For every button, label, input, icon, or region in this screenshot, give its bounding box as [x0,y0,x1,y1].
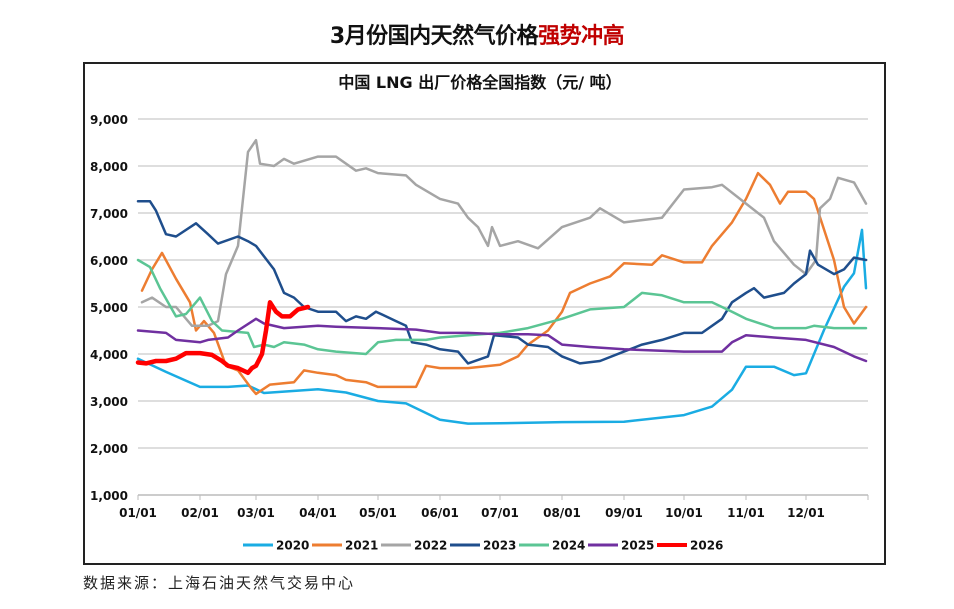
series-line-2023 [136,200,868,365]
x-tick-label: 03/01 [237,506,275,520]
x-tick-label: 11/01 [727,506,765,520]
x-tick-label: 07/01 [481,506,519,520]
grid-lines [138,118,868,449]
main-title-highlight: 强势冲高 [538,24,625,49]
x-tick-label: 08/01 [543,506,581,520]
series-line-2026 [135,300,311,376]
data-source: 数据来源：上海石油天然气交易中心 [83,574,356,592]
legend-item-2021: 2021 [312,539,378,553]
x-tick-label: 09/01 [605,506,643,520]
y-tick-label: 1,000 [90,489,128,503]
series-line-2021 [140,171,868,396]
x-tick-label: 06/01 [421,506,459,520]
series-line-2025 [136,317,868,363]
legend: 2020 2021 2022 2023 2024 2025 2026 [243,539,723,553]
legend-label: 2024 [552,539,585,553]
y-tick-label: 3,000 [90,395,128,409]
x-axis: 01/01 02/01 03/01 04/01 05/01 06/01 07/01 08/01… [119,494,869,520]
x-tick-label: 05/01 [359,506,397,520]
main-title-text: 3月份国内天然气价格 [329,24,539,49]
legend-item-2026: 2026 [657,539,723,553]
y-tick-label: 9,000 [90,113,128,127]
y-tick-label: 2,000 [90,442,128,456]
legend-label: 2021 [345,539,378,553]
legend-label: 2022 [414,539,447,553]
series-line-2022 [140,138,868,328]
y-tick-label: 5,000 [90,301,128,315]
legend-label: 2020 [276,539,309,553]
y-tick-label: 7,000 [90,207,128,221]
legend-item-2023: 2023 [450,539,516,553]
chart-frame [83,62,886,565]
chart-title: 中国 LNG 出厂价格全国指数（元/ 吨） [338,73,621,92]
main-title: 3月份国内天然气价格强势冲高 [0,18,954,50]
series-line-2020 [136,228,868,425]
y-tick-label: 8,000 [90,160,128,174]
legend-item-2024: 2024 [519,539,585,553]
legend-item-2022: 2022 [381,539,447,553]
y-tick-label: 6,000 [90,254,128,268]
legend-label: 2025 [621,539,654,553]
x-tick-label: 10/01 [665,506,703,520]
x-tick-label: 04/01 [299,506,337,520]
legend-item-2020: 2020 [243,539,309,553]
y-axis: 1,000 2,000 3,000 4,000 5,000 6,000 7,000 8,000… [90,113,128,503]
legend-item-2025: 2025 [588,539,654,553]
x-tick-label: 01/01 [119,506,157,520]
legend-label: 2023 [483,539,516,553]
x-tick-label: 02/01 [181,506,219,520]
series-lines [135,138,868,425]
legend-label: 2026 [690,539,723,553]
series-line-2024 [136,258,868,356]
y-tick-label: 4,000 [90,348,128,362]
x-tick-label: 12/01 [787,506,825,520]
